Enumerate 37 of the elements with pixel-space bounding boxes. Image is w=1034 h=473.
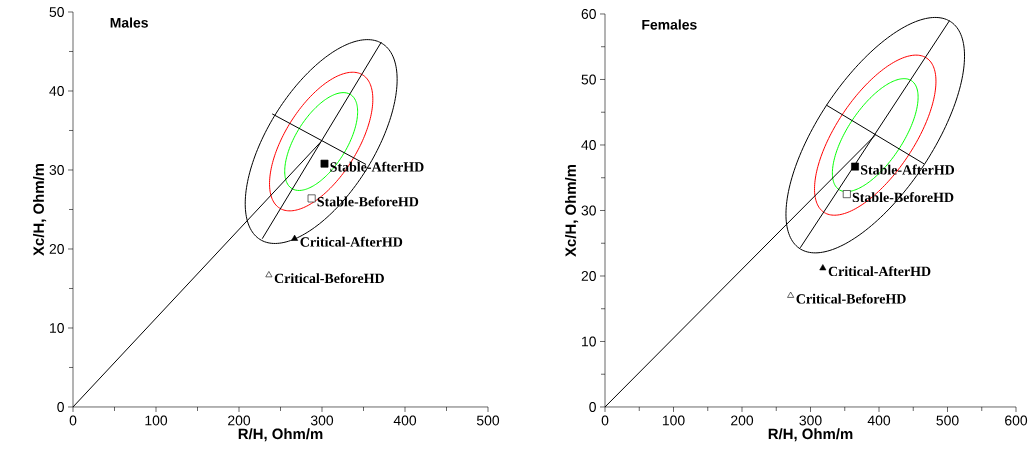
x-axis-title: R/H, Ohm/m — [238, 428, 323, 442]
series-label: Critical-AfterHD — [828, 266, 931, 277]
x-axis-title: R/H, Ohm/m — [768, 428, 853, 442]
x-tick-label: 300 — [799, 415, 822, 426]
x-tick-label: 100 — [145, 415, 168, 426]
y-tick-label: 60 — [581, 9, 596, 19]
series-label: Critical-AfterHD — [300, 236, 403, 247]
series-label: Critical-BeforeHD — [274, 273, 384, 284]
x-tick-label: 500 — [476, 415, 500, 426]
x-tick-label: 600 — [1005, 415, 1028, 426]
series-label: Stable-BeforeHD — [317, 196, 419, 207]
series-label: Critical-BeforeHD — [796, 293, 906, 304]
y-tick-label: 30 — [581, 205, 596, 216]
x-tick-label: 500 — [936, 415, 959, 426]
y-tick-label: 20 — [49, 244, 64, 254]
x-tick-label: 200 — [731, 415, 754, 426]
x-tick-label: 0 — [601, 415, 609, 426]
y-tick-label: 50 — [581, 74, 596, 85]
y-tick-label: 10 — [50, 323, 64, 333]
x-tick-label: 300 — [310, 415, 334, 426]
y-tick-label: 0 — [57, 402, 64, 412]
x-tick-label: 200 — [228, 415, 251, 426]
y-tick-label: 10 — [582, 336, 596, 347]
y-tick-label: 20 — [581, 271, 596, 281]
y-tick-label: 0 — [589, 402, 596, 412]
chart-title: Females — [642, 19, 697, 30]
y-tick-label: 40 — [49, 86, 64, 96]
y-tick-label: 30 — [49, 165, 64, 175]
y-axis-title: Xc/H, Ohm/m — [32, 163, 47, 256]
x-tick-label: 100 — [662, 415, 685, 426]
x-tick-label: 0 — [69, 415, 77, 426]
chart-title: Males — [110, 17, 148, 28]
y-tick-label: 40 — [581, 140, 596, 150]
y-tick-label: 50 — [49, 7, 64, 17]
x-tick-label: 400 — [867, 415, 891, 426]
x-tick-label: 400 — [393, 415, 417, 426]
y-axis-title: Xc/H, Ohm/m — [565, 164, 579, 257]
